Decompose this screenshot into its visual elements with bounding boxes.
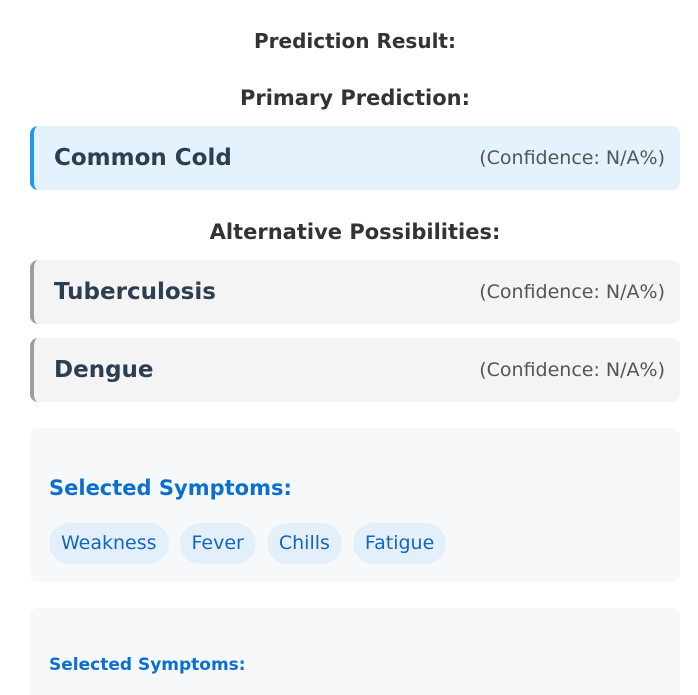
symptom-chip-fever: Fever <box>179 523 256 564</box>
selected-symptoms-panel-secondary: Selected Symptoms: <box>30 608 680 695</box>
primary-prediction-confidence: (Confidence: N/A%) <box>479 147 665 169</box>
alternative-prediction-confidence: (Confidence: N/A%) <box>479 281 665 303</box>
primary-prediction-heading: Primary Prediction: <box>239 86 471 110</box>
alternative-prediction-card: Dengue (Confidence: N/A%) <box>30 338 680 402</box>
alternative-possibilities-heading: Alternative Possibilities: <box>209 220 501 244</box>
selected-symptoms-heading: Selected Symptoms: <box>49 476 292 500</box>
symptom-chip-weakness: Weakness <box>49 523 169 564</box>
symptom-chip-fatigue: Fatigue <box>352 523 447 564</box>
symptom-chip-chills: Chills <box>266 523 342 564</box>
primary-prediction-name: Common Cold <box>54 145 232 171</box>
alternative-prediction-card: Tuberculosis (Confidence: N/A%) <box>30 260 680 324</box>
result-title: Prediction Result: <box>254 29 456 53</box>
symptom-chip-list: Weakness Fever Chills Fatigue <box>49 523 447 564</box>
alternative-prediction-name: Tuberculosis <box>54 279 216 305</box>
alternative-prediction-name: Dengue <box>54 357 154 383</box>
selected-symptoms-heading: Selected Symptoms: <box>49 655 246 675</box>
alternative-prediction-confidence: (Confidence: N/A%) <box>479 359 665 381</box>
primary-prediction-card: Common Cold (Confidence: N/A%) <box>30 126 680 190</box>
selected-symptoms-panel: Selected Symptoms: Weakness Fever Chills… <box>30 428 680 582</box>
